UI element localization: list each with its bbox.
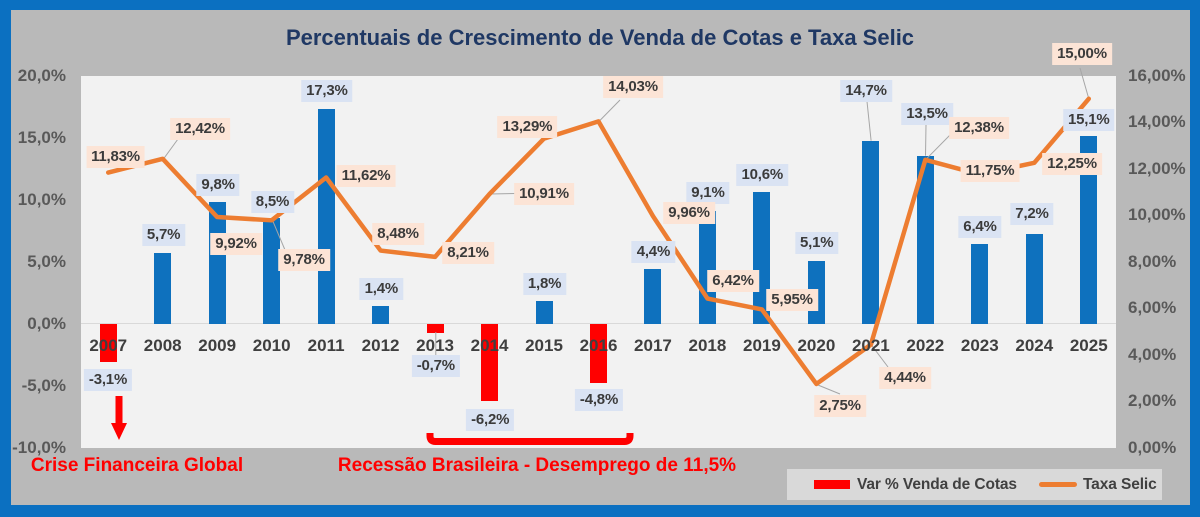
bar-label-2013: -0,7%: [411, 355, 460, 377]
selic-label-2008: 12,42%: [170, 117, 230, 140]
bar-label-2016: -4,8%: [574, 389, 624, 411]
year-label-2014: 2014: [470, 336, 509, 355]
right-axis-tick-8: 8,00%: [1128, 251, 1177, 271]
year-label-2007: 2007: [89, 336, 128, 355]
selic-label-2021: 4,44%: [879, 367, 931, 389]
right-axis-tick-12: 12,00%: [1128, 158, 1186, 178]
left-axis-tick-20: 20,0%: [17, 65, 66, 85]
bar-2009: [208, 202, 226, 324]
recession-annotation: Recessão Brasileira - Desemprego de 11,5…: [337, 455, 737, 476]
selic-label-2024: 12,25%: [1042, 152, 1102, 175]
selic-label-2014: 10,91%: [514, 182, 574, 205]
legend-label-venda-cotas: Var % Venda de Cotas: [857, 475, 1017, 493]
legend: Var % Venda de Cotas Taxa Selic: [787, 469, 1162, 500]
left-axis-tick--5: -5,0%: [21, 375, 66, 395]
year-label-2022: 2022: [906, 336, 945, 355]
selic-label-2012: 8,48%: [372, 223, 424, 245]
year-label-2015: 2015: [525, 336, 563, 355]
year-label-2009: 2009: [198, 336, 237, 355]
year-label-2021: 2021: [851, 336, 890, 355]
bar-2012: [372, 306, 390, 324]
year-label-2012: 2012: [361, 336, 400, 355]
legend-item-venda-cotas: Var % Venda de Cotas: [787, 476, 1017, 494]
right-axis-tick-2: 2,00%: [1128, 391, 1177, 411]
selic-label-2011: 11,62%: [336, 165, 396, 187]
left-axis-tick-15: 15,0%: [17, 127, 66, 147]
year-label-2013: 2013: [416, 336, 454, 355]
selic-label-2019: 5,95%: [766, 289, 818, 311]
bar-2024: [1025, 234, 1043, 324]
bar-label-2007: -3,1%: [83, 369, 133, 391]
right-axis-tick-10: 10,00%: [1128, 205, 1186, 225]
year-label-2011: 2011: [307, 336, 345, 355]
right-axis-tick-6: 6,00%: [1128, 298, 1177, 318]
bar-label-2012: 1,4%: [359, 278, 403, 300]
right-axis-tick-14: 14,00%: [1128, 112, 1186, 132]
legend-line-swatch-icon: [1038, 482, 1077, 487]
bar-label-2018: 9,1%: [686, 182, 730, 204]
selic-label-2013: 8,21%: [442, 242, 494, 264]
bar-2023: [971, 244, 989, 324]
bar-label-2015: 1,8%: [522, 273, 567, 295]
selic-label-2015: 13,29%: [497, 115, 558, 138]
bar-label-2020: 5,1%: [794, 232, 839, 254]
bar-label-2009: 9,8%: [196, 174, 240, 196]
bar-label-2022: 13,5%: [901, 103, 953, 125]
year-label-2008: 2008: [143, 336, 182, 355]
bar-2017: [644, 269, 662, 324]
bar-label-2011: 17,3%: [301, 79, 353, 102]
year-label-2019: 2019: [742, 336, 781, 355]
legend-item-taxa-selic: Taxa Selic: [1017, 476, 1157, 494]
left-axis-tick--10: -10,0%: [12, 438, 66, 457]
crisis-annotation: Crise Financeira Global: [30, 455, 244, 476]
year-label-2017: 2017: [634, 336, 672, 355]
right-axis-tick-16: 16,00%: [1128, 65, 1186, 85]
left-axis-tick-5: 5,0%: [27, 251, 66, 271]
selic-label-2016: 14,03%: [603, 76, 663, 98]
year-label-2025: 2025: [1069, 336, 1108, 355]
selic-label-2009: 9,92%: [210, 233, 262, 255]
bar-label-2014: -6,2%: [466, 409, 515, 431]
selic-label-2023: 11,75%: [960, 160, 1020, 182]
selic-label-2018: 6,42%: [707, 270, 759, 292]
year-label-2020: 2020: [797, 336, 836, 355]
selic-label-2025: 15,00%: [1052, 43, 1112, 65]
selic-label-2010: 9,78%: [278, 249, 330, 271]
bar-2010: [263, 218, 281, 324]
selic-label-2022: 12,38%: [949, 117, 1009, 139]
bar-label-2021: 14,7%: [840, 79, 892, 102]
bar-label-2025: 15,1%: [1063, 108, 1115, 131]
selic-label-2007: 11,83%: [86, 146, 145, 168]
chart-title: Percentuais de Crescimento de Venda de C…: [285, 25, 915, 50]
year-label-2016: 2016: [579, 336, 618, 355]
selic-label-2020: 2,75%: [814, 395, 866, 417]
year-label-2024: 2024: [1015, 336, 1054, 355]
bar-2015: [535, 301, 553, 324]
bar-2013: [426, 323, 444, 333]
legend-bar-swatch-icon: [814, 480, 850, 489]
bar-label-2010: 8,5%: [250, 191, 295, 213]
bar-2011: [317, 109, 335, 324]
bar-2022: [916, 156, 934, 324]
bar-2018: [698, 210, 716, 324]
right-axis-tick-0: 0,00%: [1128, 438, 1177, 457]
bar-label-2019: 10,6%: [736, 164, 789, 186]
bar-label-2017: 4,4%: [631, 241, 676, 263]
bar-label-2008: 5,7%: [141, 224, 186, 246]
left-axis-tick-10: 10,0%: [17, 189, 66, 209]
right-axis-tick-4: 4,00%: [1128, 344, 1177, 364]
year-label-2023: 2023: [960, 336, 999, 355]
selic-label-2017: 9,96%: [663, 202, 715, 224]
bar-2008: [154, 253, 172, 324]
left-axis-tick-0: 0,0%: [27, 313, 66, 333]
bar-label-2023: 6,4%: [958, 215, 1002, 238]
bar-label-2024: 7,2%: [1010, 203, 1054, 225]
legend-label-taxa-selic: Taxa Selic: [1082, 475, 1157, 493]
bar-2021: [862, 141, 880, 324]
year-label-2018: 2018: [688, 336, 727, 355]
year-label-2010: 2010: [252, 336, 291, 355]
